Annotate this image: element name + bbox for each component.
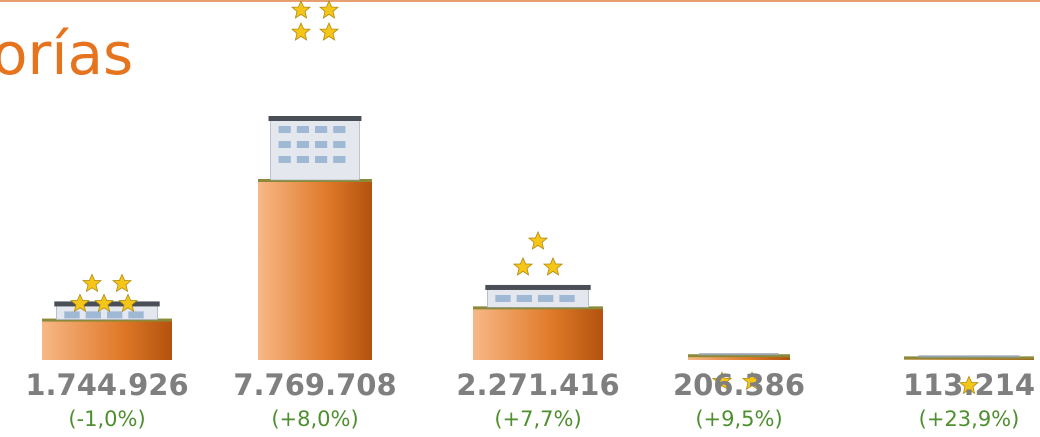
building xyxy=(699,353,779,355)
change-label: (+9,5%) xyxy=(695,407,782,431)
top-rule xyxy=(0,0,1040,2)
window xyxy=(297,126,309,133)
window xyxy=(107,311,122,318)
window xyxy=(297,141,309,148)
change-label: (+8,0%) xyxy=(271,407,358,431)
window xyxy=(279,141,291,148)
window xyxy=(315,141,327,148)
building-roof xyxy=(269,116,362,121)
change-label: (-1,0%) xyxy=(68,407,145,431)
star xyxy=(292,23,310,40)
star xyxy=(529,232,547,249)
building-roof xyxy=(485,285,590,290)
window xyxy=(333,126,345,133)
chart-title: orías xyxy=(0,20,133,88)
window xyxy=(279,126,291,133)
building xyxy=(918,355,1019,357)
window xyxy=(333,156,345,163)
window xyxy=(64,311,79,318)
star xyxy=(514,258,532,275)
value-label: 113.214 xyxy=(903,368,1035,402)
window xyxy=(279,156,291,163)
window xyxy=(128,311,143,318)
window xyxy=(315,156,327,163)
change-label: (+23,9%) xyxy=(919,407,1020,431)
star xyxy=(292,1,310,18)
window xyxy=(559,295,574,302)
window xyxy=(333,141,345,148)
star xyxy=(83,274,101,291)
value-label: 2.271.416 xyxy=(456,368,619,402)
window xyxy=(517,295,532,302)
star xyxy=(113,274,131,291)
value-label: 206.386 xyxy=(673,368,805,402)
value-label: 7.769.708 xyxy=(233,368,396,402)
window xyxy=(297,156,309,163)
chart: orías 1.744.926 (-1,0%) 7.769.708 (+8,0%) 2.… xyxy=(0,0,1040,437)
bar xyxy=(42,320,172,360)
bar xyxy=(258,180,372,360)
change-label: (+7,7%) xyxy=(494,407,581,431)
star xyxy=(320,1,338,18)
star xyxy=(544,258,562,275)
window xyxy=(86,311,101,318)
window xyxy=(495,295,510,302)
value-label: 1.744.926 xyxy=(25,368,188,402)
star xyxy=(320,23,338,40)
bar xyxy=(473,307,603,360)
window xyxy=(315,126,327,133)
window xyxy=(538,295,553,302)
